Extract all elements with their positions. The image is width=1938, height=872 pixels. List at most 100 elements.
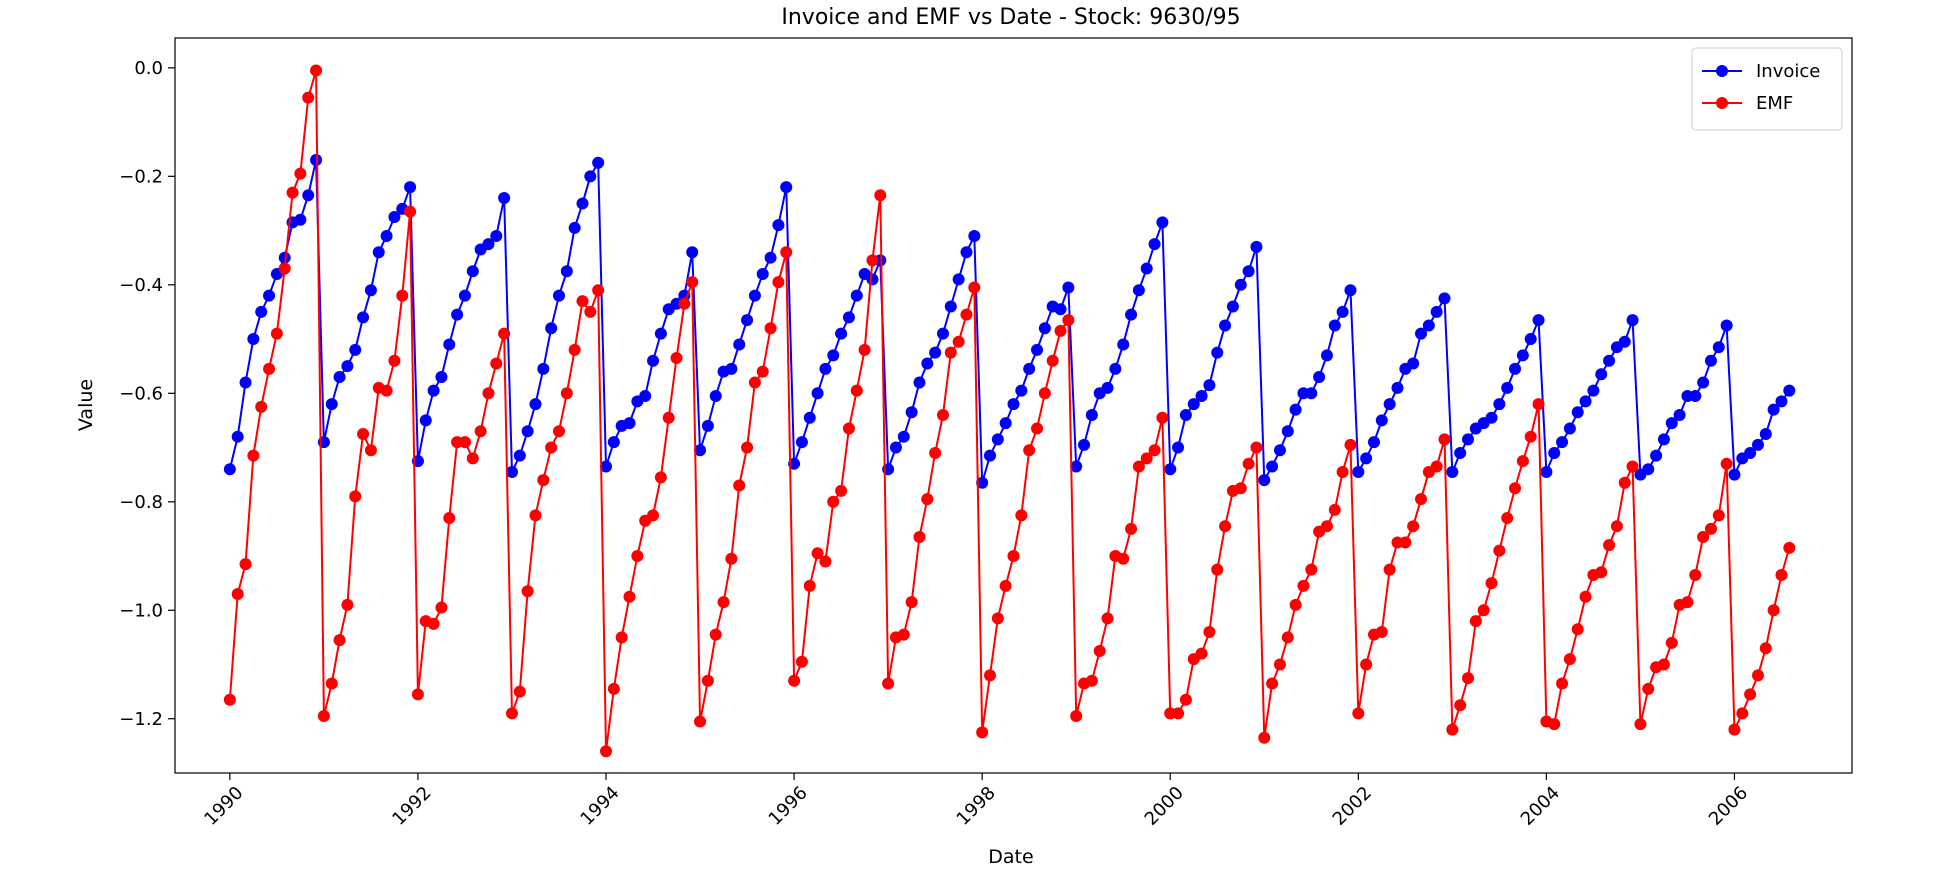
data-point-invoice: [1603, 354, 1616, 367]
data-point-emf: [247, 449, 260, 462]
data-point-invoice: [529, 398, 542, 411]
data-point-invoice: [333, 371, 346, 384]
data-point-emf: [482, 387, 495, 400]
data-point-invoice: [427, 384, 440, 397]
data-point-invoice: [1360, 452, 1373, 465]
data-point-emf: [1509, 482, 1522, 495]
data-point-invoice: [568, 221, 581, 234]
data-point-emf: [654, 471, 667, 484]
data-point-emf: [521, 585, 534, 598]
data-point-emf: [968, 281, 981, 294]
data-point-emf: [1744, 688, 1757, 701]
data-point-emf: [1493, 544, 1506, 557]
data-point-invoice: [1415, 327, 1427, 340]
data-point-invoice: [1062, 281, 1075, 294]
data-point-emf: [1704, 522, 1717, 535]
data-point-invoice: [1305, 387, 1318, 400]
data-point-invoice: [1038, 322, 1051, 335]
data-point-emf: [1657, 658, 1670, 671]
data-point-invoice: [709, 390, 722, 403]
data-point-emf: [1085, 674, 1098, 687]
data-point-invoice: [756, 267, 769, 280]
data-point-emf: [1179, 693, 1192, 706]
data-point-invoice: [1179, 408, 1192, 421]
data-point-emf: [1305, 563, 1318, 576]
data-point-emf: [1156, 411, 1169, 424]
data-point-invoice: [1273, 444, 1286, 457]
data-point-emf: [1054, 324, 1067, 337]
legend: Invoice EMF: [1691, 47, 1843, 131]
y-axis-label: Value: [75, 379, 97, 431]
data-point-invoice: [1023, 362, 1036, 375]
data-point-invoice: [1187, 398, 1200, 411]
data-point-emf: [1736, 707, 1749, 720]
data-point-emf: [1234, 482, 1247, 495]
data-point-invoice: [490, 229, 503, 242]
data-point-invoice: [1289, 403, 1302, 416]
data-point-emf: [1579, 590, 1592, 603]
data-point-invoice: [380, 229, 393, 242]
data-point-invoice: [1665, 417, 1678, 430]
data-point-invoice: [639, 390, 652, 403]
data-point-emf: [231, 588, 244, 600]
data-point-emf: [733, 479, 746, 492]
data-point-invoice: [1031, 343, 1044, 356]
data-point-emf: [1665, 636, 1678, 649]
data-point-emf: [1469, 615, 1482, 628]
data-point-invoice: [239, 376, 252, 389]
data-point-invoice: [772, 219, 785, 232]
data-point-emf: [921, 493, 934, 506]
data-point-invoice: [1501, 381, 1514, 394]
data-point-invoice: [1704, 354, 1717, 367]
chart-title: Invoice and EMF vs Date - Stock: 9630/95: [781, 5, 1240, 30]
data-point-invoice: [811, 387, 824, 400]
data-point-emf: [897, 628, 910, 641]
data-point-emf: [741, 441, 754, 454]
data-point-invoice: [936, 327, 949, 340]
data-point-emf: [1407, 520, 1420, 533]
data-point-emf: [1454, 699, 1467, 712]
data-point-emf: [576, 295, 589, 308]
y-tick-label: −0.4: [119, 275, 163, 296]
data-point-emf: [764, 322, 777, 335]
data-point-emf: [1211, 563, 1224, 576]
data-point-emf: [1250, 441, 1263, 454]
data-point-emf: [1759, 642, 1772, 655]
data-point-invoice: [545, 322, 558, 335]
data-point-emf: [302, 91, 315, 104]
data-point-emf: [529, 509, 542, 522]
data-point-emf: [842, 422, 855, 435]
data-point-emf: [1062, 314, 1075, 327]
data-point-emf: [1438, 433, 1451, 446]
data-point-invoice: [419, 414, 432, 427]
y-tick-label: −0.2: [119, 166, 163, 187]
data-point-emf: [1031, 422, 1044, 435]
data-point-invoice: [1626, 314, 1639, 327]
data-point-invoice: [1266, 460, 1279, 473]
data-point-emf: [1140, 452, 1153, 465]
data-point-emf: [929, 446, 942, 459]
data-point-invoice: [231, 430, 244, 443]
data-point-emf: [1642, 682, 1655, 695]
data-point-emf: [239, 558, 252, 571]
data-point-emf: [513, 685, 526, 698]
data-point-emf: [1015, 509, 1028, 522]
data-point-emf: [341, 598, 354, 611]
data-point-invoice: [1516, 349, 1529, 362]
data-point-emf: [1383, 563, 1396, 576]
data-point-emf: [1203, 625, 1216, 638]
data-point-invoice: [803, 411, 816, 424]
data-point-emf: [1023, 444, 1036, 457]
data-point-invoice: [1352, 465, 1365, 478]
data-point-invoice: [1587, 384, 1600, 397]
data-point-invoice: [435, 371, 448, 384]
data-point-invoice: [1054, 303, 1067, 316]
data-point-invoice: [701, 419, 714, 432]
data-point-invoice: [302, 189, 315, 202]
data-point-invoice: [905, 406, 918, 419]
data-point-invoice: [1783, 384, 1796, 397]
data-point-emf: [396, 289, 409, 302]
data-point-invoice: [1320, 349, 1333, 362]
